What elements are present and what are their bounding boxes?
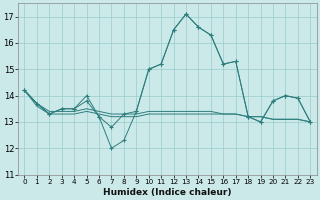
X-axis label: Humidex (Indice chaleur): Humidex (Indice chaleur) [103,188,232,197]
